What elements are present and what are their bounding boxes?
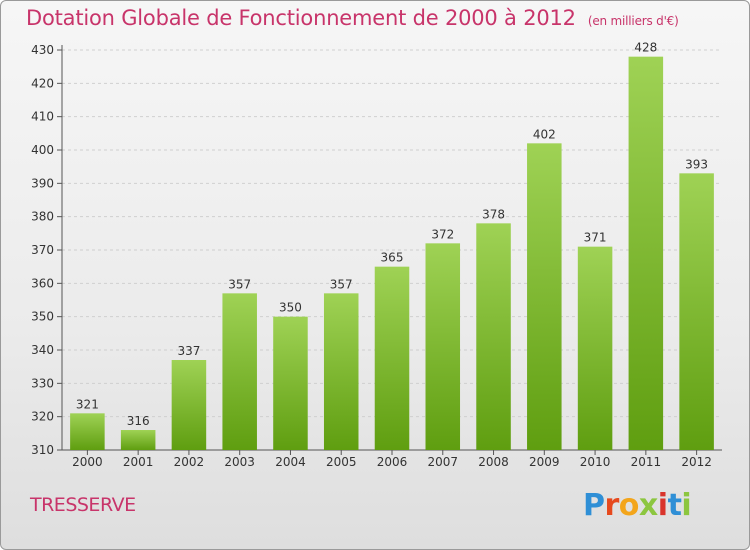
x-tick-label-2000: 2000 [72, 455, 103, 469]
y-tick-label: 380 [31, 210, 54, 224]
data-label-2004: 350 [279, 301, 302, 315]
y-tick-label: 390 [31, 176, 54, 190]
data-label-2005: 357 [330, 277, 353, 291]
x-tick-label-2010: 2010 [580, 455, 611, 469]
bar-2008 [476, 223, 511, 450]
bar-2001 [120, 430, 156, 450]
axes: 310 320 330 340 350 360 370 380 390 400 410 420 430 2… [31, 43, 722, 469]
data-label-2006: 365 [381, 251, 404, 265]
x-tick-label-2012: 2012 [681, 455, 712, 469]
chart-unit: (en milliers d'€) [587, 14, 679, 28]
bar-2003 [222, 293, 257, 450]
bar-2006 [374, 266, 410, 450]
y-tick-label: 430 [31, 43, 54, 57]
y-tick-label: 400 [31, 143, 54, 157]
x-tick-label-2007: 2007 [427, 455, 458, 469]
data-label-2008: 378 [482, 207, 505, 221]
data-label-2009: 402 [533, 127, 556, 141]
data-label-2000: 321 [76, 397, 99, 411]
chart-title: Dotation Globale de Fonctionnement de 20… [26, 6, 679, 30]
commune-name: TRESSERVE [30, 494, 136, 516]
data-label-2010: 371 [584, 231, 607, 245]
y-tick-label: 360 [31, 276, 54, 290]
logo-letter: x [638, 488, 658, 523]
bar-2011 [628, 56, 664, 451]
data-label-2012: 393 [685, 157, 708, 171]
logo-letter: o [618, 488, 640, 523]
y-tick-label: 410 [31, 110, 54, 124]
data-label-2011: 428 [634, 41, 657, 55]
y-tick-label: 340 [31, 343, 54, 357]
x-tick-label-2005: 2005 [326, 455, 357, 469]
x-tick-label-2001: 2001 [123, 455, 154, 469]
x-tick-label-2009: 2009 [529, 455, 560, 469]
logo-letter: r [604, 488, 620, 523]
logo-letter: i [657, 488, 668, 523]
bar-2005 [323, 293, 359, 450]
y-tick-label: 350 [31, 310, 54, 324]
x-tick-label-2003: 2003 [224, 455, 255, 469]
x-tick-label-2011: 2011 [631, 455, 662, 469]
bar-2000 [70, 413, 105, 450]
y-tick-label: 310 [31, 443, 54, 457]
bar-2004 [273, 316, 308, 450]
data-labels: 321 316 337 357 350 357 365 372 378 402 371 428 393 [76, 41, 708, 428]
y-tick-label: 370 [31, 243, 54, 257]
data-label-2002: 337 [177, 344, 200, 358]
data-label-2001: 316 [127, 414, 150, 428]
bar-2009 [527, 143, 562, 451]
x-tick-label-2002: 2002 [174, 455, 205, 469]
data-label-2003: 357 [228, 277, 251, 291]
proxiti-logo: Proxiti [583, 488, 692, 523]
data-label-2007: 372 [431, 227, 454, 241]
x-tick-label-2006: 2006 [377, 455, 408, 469]
logo-letter: P [583, 488, 605, 523]
bar-2007 [425, 243, 461, 450]
logo-letter: i [681, 488, 692, 523]
x-tick-label-2008: 2008 [478, 455, 509, 469]
x-tick-label-2004: 2004 [275, 455, 306, 469]
y-tick-label: 420 [31, 76, 54, 90]
chart-title-text: Dotation Globale de Fonctionnement de 20… [26, 6, 576, 30]
bar-2010 [577, 246, 613, 450]
bars [70, 56, 714, 451]
y-tick-label: 320 [31, 410, 54, 424]
bar-2002 [171, 360, 207, 450]
logo-letter: t [667, 488, 682, 523]
bar-2012 [679, 173, 714, 451]
y-tick-label: 330 [31, 376, 54, 390]
